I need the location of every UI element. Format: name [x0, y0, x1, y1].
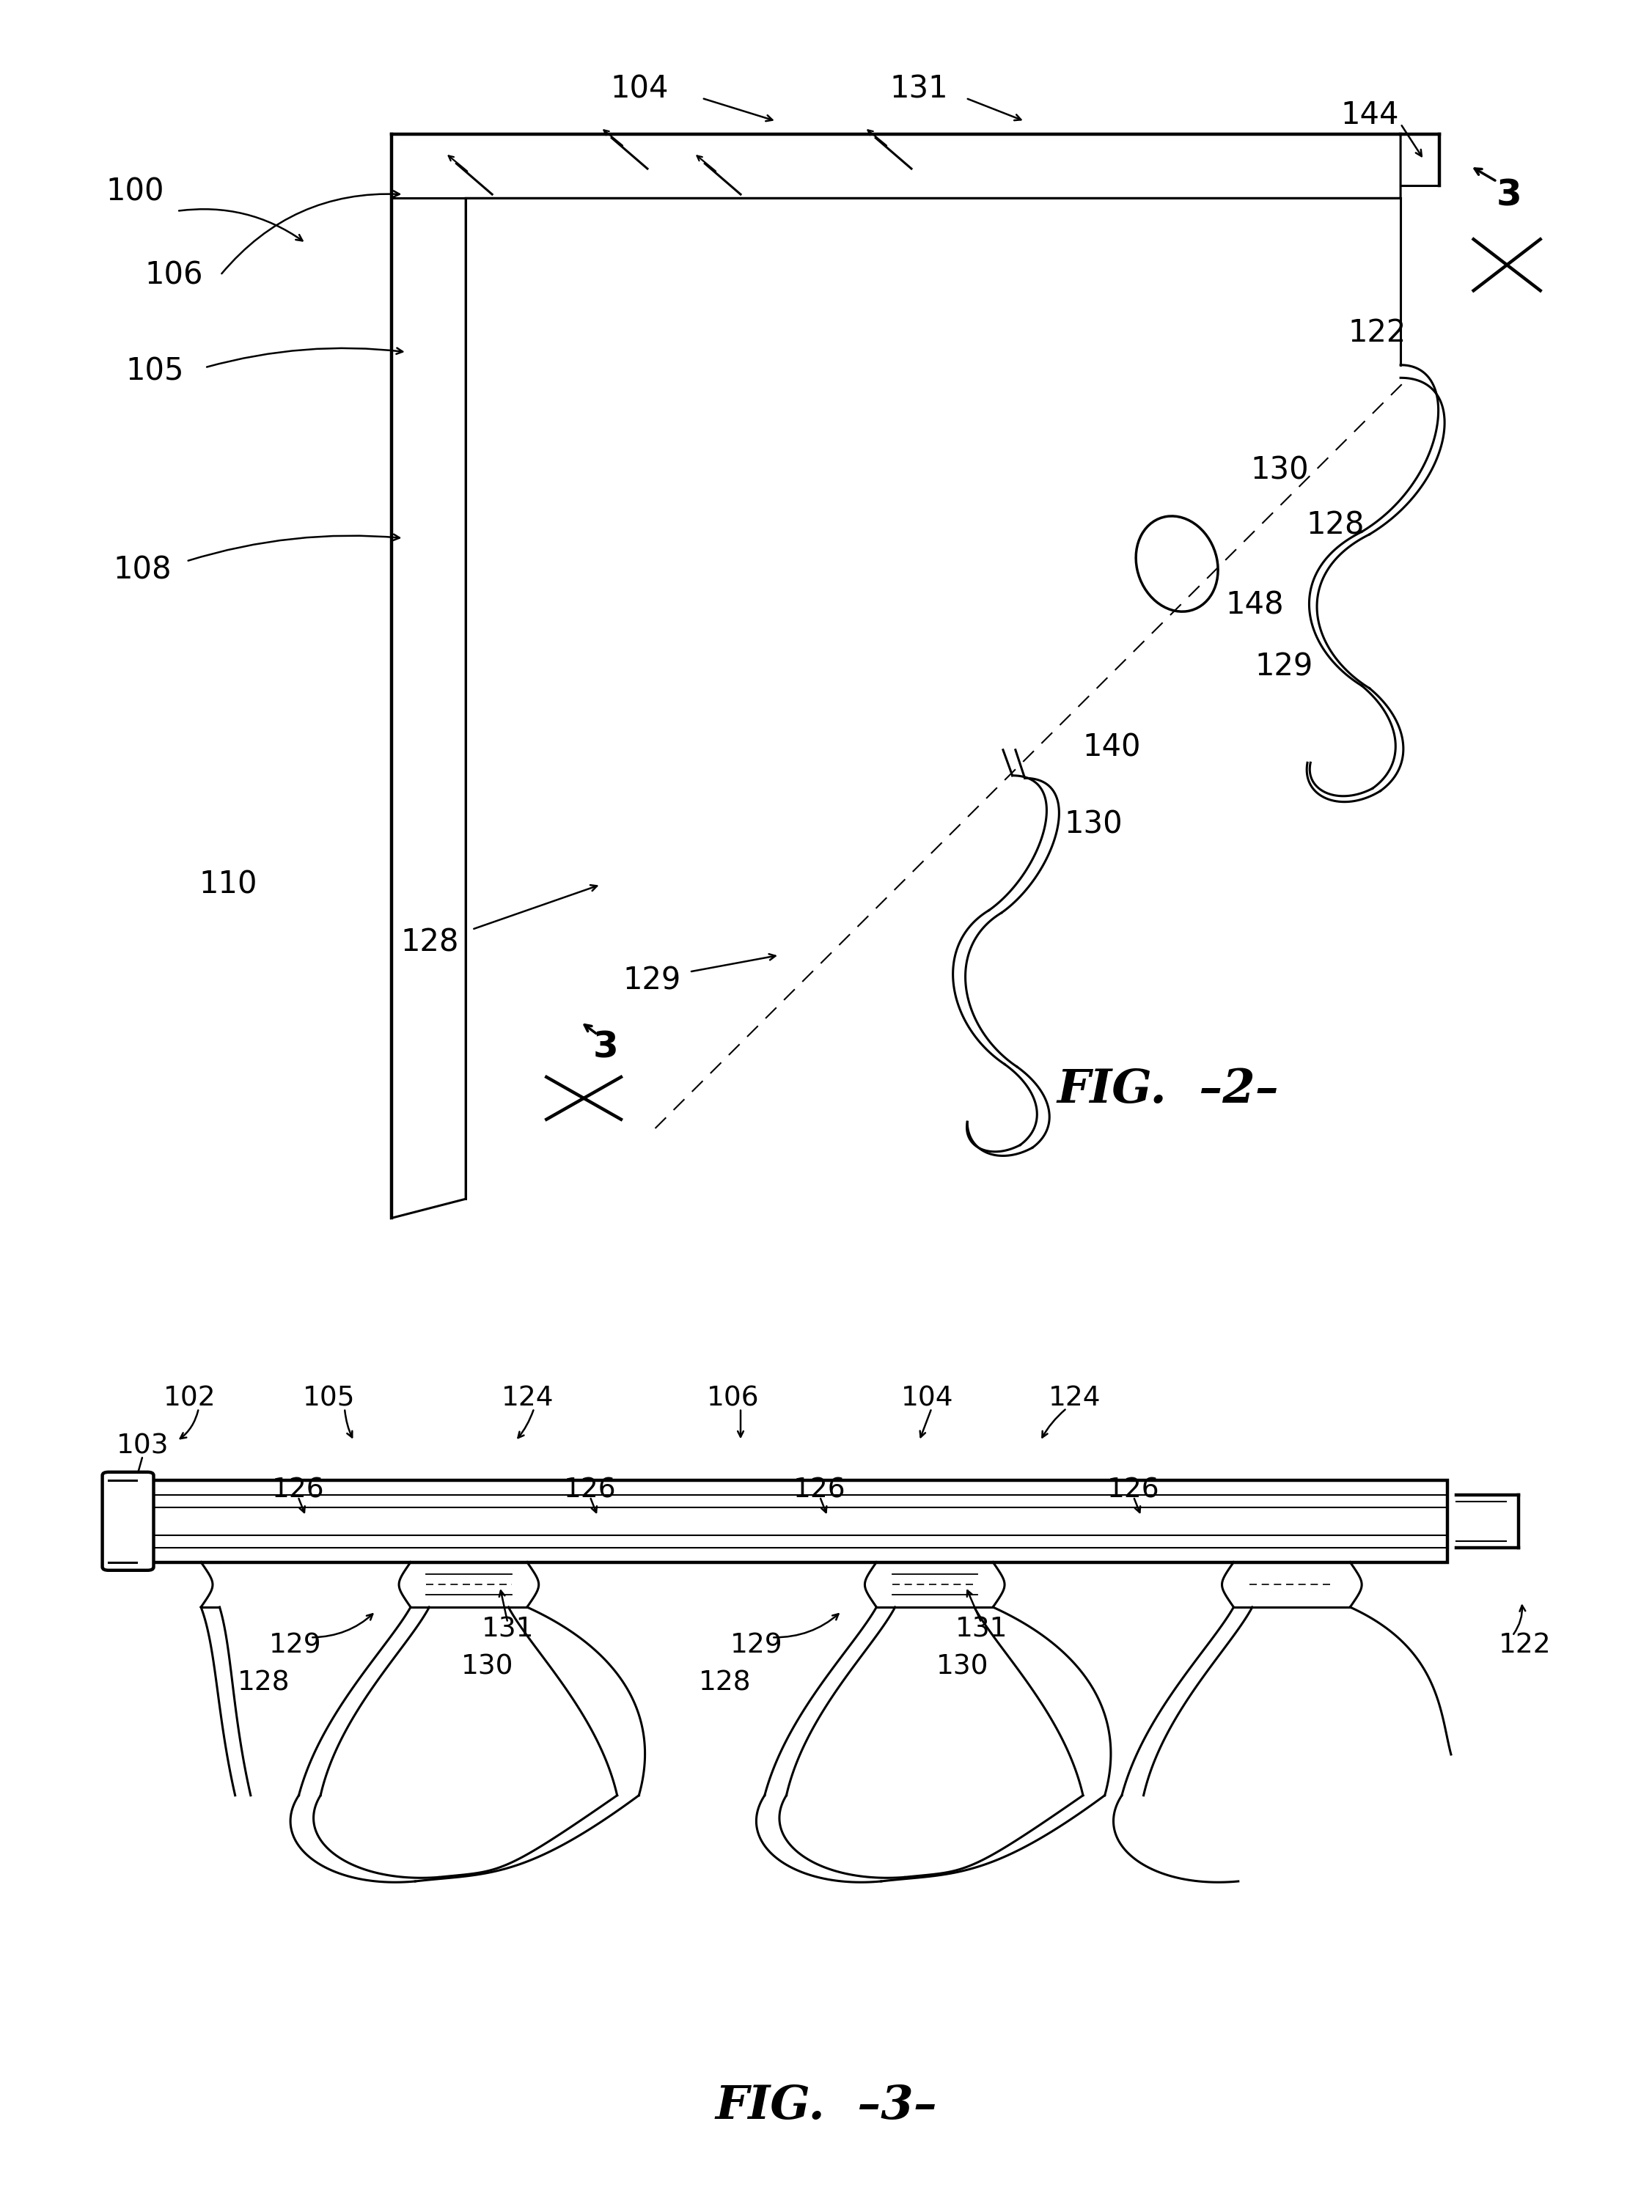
Text: 126: 126: [273, 1478, 324, 1504]
Text: 140: 140: [1082, 732, 1142, 763]
Text: 126: 126: [563, 1478, 616, 1504]
Text: 126: 126: [1107, 1478, 1160, 1504]
Text: 106: 106: [145, 259, 203, 290]
Text: 108: 108: [114, 555, 172, 586]
Text: 130: 130: [937, 1655, 990, 1681]
Text: 130: 130: [1064, 810, 1122, 841]
Text: 129: 129: [269, 1632, 320, 1659]
Text: FIG.  –3–: FIG. –3–: [715, 2084, 937, 2128]
Text: 104: 104: [611, 73, 669, 104]
Text: 3: 3: [593, 1031, 618, 1066]
Text: 110: 110: [198, 869, 258, 900]
Text: 129: 129: [623, 964, 681, 995]
Text: 105: 105: [126, 356, 185, 387]
Text: 105: 105: [302, 1385, 355, 1411]
Text: 103: 103: [117, 1433, 169, 1460]
Text: 131: 131: [481, 1617, 534, 1644]
Polygon shape: [142, 1480, 1447, 1562]
Text: 131: 131: [955, 1617, 1008, 1644]
Text: 100: 100: [106, 177, 164, 208]
FancyBboxPatch shape: [102, 1473, 154, 1571]
Text: 129: 129: [730, 1632, 783, 1659]
Text: 130: 130: [461, 1655, 514, 1681]
Text: 126: 126: [793, 1478, 846, 1504]
Text: 102: 102: [164, 1385, 215, 1411]
Text: 144: 144: [1340, 100, 1399, 131]
Polygon shape: [392, 135, 1401, 1219]
Text: 148: 148: [1226, 588, 1284, 619]
Text: 128: 128: [699, 1670, 752, 1697]
Text: 122: 122: [1498, 1632, 1551, 1659]
Text: 129: 129: [1256, 650, 1313, 681]
Text: 131: 131: [890, 73, 948, 104]
Text: 124: 124: [1049, 1385, 1100, 1411]
Text: 128: 128: [238, 1670, 291, 1697]
Text: 122: 122: [1348, 319, 1406, 347]
Text: FIG.  –2–: FIG. –2–: [1057, 1068, 1279, 1113]
Text: 128: 128: [401, 927, 459, 958]
Text: 106: 106: [707, 1385, 758, 1411]
Text: 3: 3: [1497, 177, 1521, 212]
Text: 104: 104: [900, 1385, 953, 1411]
Text: 124: 124: [502, 1385, 553, 1411]
Text: 128: 128: [1307, 511, 1365, 540]
Text: 130: 130: [1251, 456, 1308, 487]
